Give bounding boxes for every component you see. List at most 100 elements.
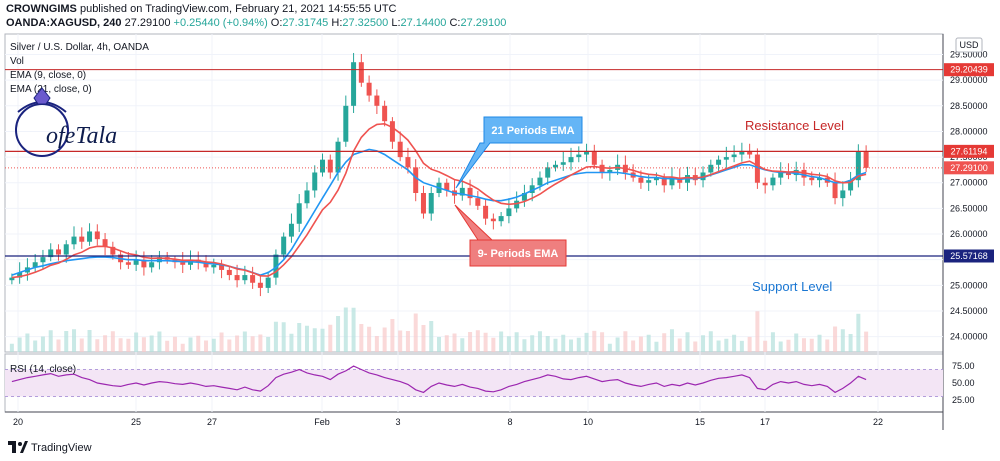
candle-body	[817, 177, 823, 181]
volume-bar	[732, 334, 737, 352]
volume-bar	[64, 331, 69, 352]
candle-body	[770, 177, 776, 186]
resistance-price-text: 27.61194	[951, 146, 988, 156]
volume-bar	[9, 343, 14, 352]
candle-body	[110, 246, 116, 255]
ema21-callout: 21 Periods EMA	[455, 116, 583, 189]
price-tick-label: 25.00000	[950, 280, 988, 290]
open-label: O:	[270, 17, 283, 29]
candle-body	[405, 157, 411, 168]
volume-bar	[654, 341, 659, 352]
candle-body	[716, 159, 722, 165]
resistance-price-tag: 27.61194	[944, 144, 994, 158]
candle-body	[747, 150, 753, 155]
volume-bar	[786, 339, 791, 352]
volume-bar	[141, 337, 146, 352]
volume-bar	[180, 343, 185, 352]
volume-bar	[343, 307, 348, 352]
volume-bar	[437, 337, 441, 352]
candle-body	[653, 177, 659, 181]
rsi-tick-label: 75.00	[952, 361, 975, 371]
candle-body	[607, 169, 613, 173]
volume-bar	[809, 338, 814, 352]
candle-body	[731, 154, 737, 158]
candle-body	[250, 275, 256, 283]
candle-body	[94, 231, 100, 240]
symbol-name[interactable]: OANDA:XAGUSD, 240	[6, 17, 122, 29]
price-tick-label: 24.00000	[950, 332, 988, 342]
vol-legend: Vol	[10, 56, 24, 67]
candle-body	[320, 159, 326, 173]
publish-info: published on TradingView.com, February 2…	[79, 3, 397, 15]
currency-label: USD	[959, 40, 979, 50]
price-tick-label: 29.50000	[950, 50, 988, 60]
volume-bar	[778, 341, 783, 352]
volume-bar	[281, 322, 286, 352]
time-tick-label: 25	[131, 417, 141, 427]
candle-body	[669, 177, 675, 186]
candle-body	[327, 159, 333, 173]
candle-body	[133, 259, 139, 265]
volume-bar	[211, 338, 216, 352]
time-tick-label: 20	[13, 417, 23, 427]
candle-body	[226, 269, 232, 276]
candle-body	[428, 193, 434, 214]
candle-body	[506, 208, 512, 217]
currency-badge[interactable]	[955, 37, 983, 53]
time-tick-label: 10	[583, 417, 593, 427]
candle-body	[71, 236, 77, 245]
rsi-axis: 75.00 50.00 25.00	[952, 361, 975, 405]
candle-body	[79, 236, 85, 242]
tradingview-brand: TradingView	[31, 442, 92, 454]
volume-bar	[40, 336, 45, 352]
candle-body	[63, 244, 69, 255]
rsi-tick-label: 25.00	[952, 395, 975, 405]
candle-body	[296, 203, 302, 224]
candle-body	[9, 277, 15, 281]
candle-body	[809, 177, 815, 181]
candle-body	[358, 62, 364, 83]
candle-body	[180, 262, 186, 265]
volume-bar	[196, 335, 201, 352]
candle-body	[545, 167, 551, 178]
candle-body	[677, 177, 683, 183]
candle-body	[708, 164, 714, 173]
volume-bar	[444, 335, 449, 352]
volume-bar	[708, 331, 713, 352]
candle-body	[801, 169, 807, 178]
candle-body	[754, 154, 760, 183]
volume-bar	[312, 328, 317, 352]
high-value: 27.32500	[342, 17, 389, 29]
volume-bar	[615, 337, 620, 352]
candle-body	[529, 185, 535, 193]
candle-body	[382, 105, 388, 122]
candle-body	[568, 157, 574, 163]
candle-body	[785, 172, 791, 176]
volume-bar	[289, 333, 294, 352]
candle-body	[848, 180, 854, 191]
volume-bar	[545, 336, 550, 352]
candle-body	[584, 150, 590, 155]
volume-bar	[770, 332, 775, 352]
candle-body	[739, 150, 745, 155]
volume-bar	[25, 333, 30, 352]
volume-bar	[801, 338, 806, 352]
time-tick-label: 15	[695, 417, 705, 427]
volume-bar	[421, 325, 426, 352]
author-name[interactable]: CROWNGIMS	[6, 3, 77, 15]
volume-bar	[638, 336, 643, 352]
time-axis[interactable]: 20 25 27 Feb 3 8 10 15 17 22	[13, 417, 883, 427]
candle-body	[420, 193, 426, 214]
cofetala-logo: ofeTala	[15, 87, 117, 157]
candle-body	[467, 187, 473, 199]
support-annotation: Support Level	[752, 279, 832, 294]
price-axis[interactable]: 29.5000029.0000028.5000028.0000027.50000…	[950, 50, 988, 342]
volume-bar	[48, 330, 53, 352]
volume-bar	[110, 331, 115, 352]
rsi-line	[11, 365, 867, 394]
tradingview-footer[interactable]: TradingView	[8, 441, 92, 454]
volume-bar	[739, 340, 744, 352]
candle-body	[855, 151, 861, 181]
candle-body	[203, 262, 209, 268]
